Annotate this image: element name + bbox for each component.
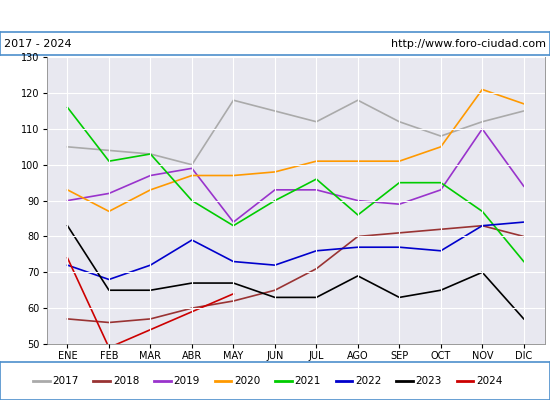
Text: 2019: 2019 (173, 376, 200, 386)
Text: 2023: 2023 (415, 376, 442, 386)
Text: 2022: 2022 (355, 376, 381, 386)
Text: 2018: 2018 (113, 376, 139, 386)
Text: Evolucion del paro registrado en Rábade: Evolucion del paro registrado en Rábade (126, 8, 424, 24)
Text: 2020: 2020 (234, 376, 260, 386)
Text: 2021: 2021 (294, 376, 321, 386)
Text: 2017: 2017 (52, 376, 79, 386)
Text: 2017 - 2024: 2017 - 2024 (4, 39, 72, 49)
Text: http://www.foro-ciudad.com: http://www.foro-ciudad.com (390, 39, 546, 49)
Text: 2024: 2024 (476, 376, 502, 386)
